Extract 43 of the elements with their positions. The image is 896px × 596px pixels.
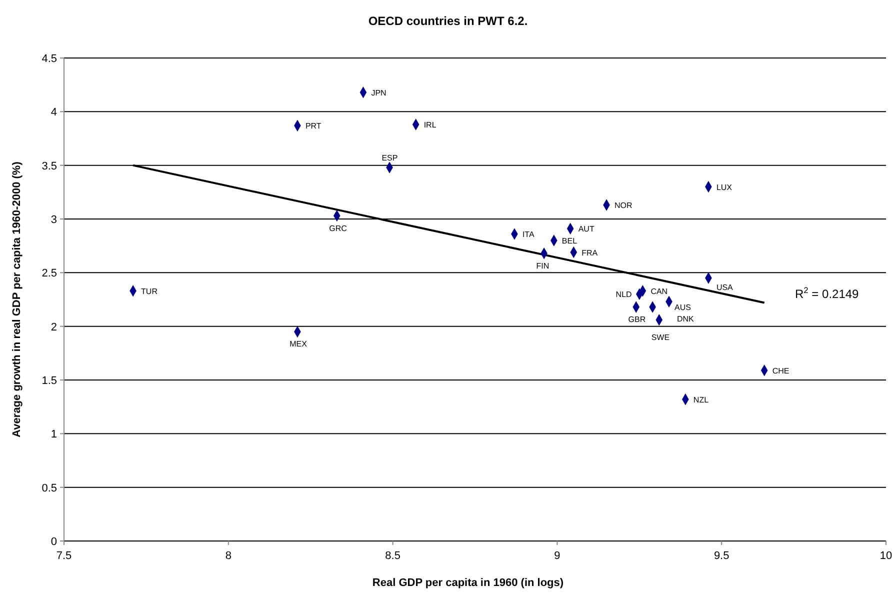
annotation: ESP xyxy=(382,153,398,162)
x-tick-label: 9 xyxy=(554,550,560,562)
annotation: ITA xyxy=(522,230,535,240)
annotation: AUT xyxy=(578,224,594,234)
annotation: FRA xyxy=(582,248,598,258)
annotation: GRC xyxy=(329,224,348,233)
y-tick-label: 2.5 xyxy=(42,268,57,280)
annotation: R$^{2}$ = 0.2149 xyxy=(795,285,860,301)
annotation: NZL xyxy=(693,395,710,404)
annotation: NOR xyxy=(614,201,633,210)
y-tick-label: 1.5 xyxy=(42,375,57,387)
x-tick-label: 9.5 xyxy=(714,550,730,562)
x-tick-label: 8 xyxy=(225,550,232,562)
annotation: LUX xyxy=(716,182,733,192)
annotation: JPN xyxy=(371,88,387,98)
y-tick-label: 4.5 xyxy=(42,53,57,65)
annotation: IRL xyxy=(424,120,437,130)
y-tick-label: 1 xyxy=(50,428,57,441)
annotation: BEL xyxy=(562,236,578,246)
annotation: AUS xyxy=(674,303,692,312)
x-tick-label: 7.5 xyxy=(56,550,72,562)
annotation: PRT xyxy=(305,122,322,131)
y-tick-label: 3 xyxy=(50,214,57,226)
annotation: NLD xyxy=(616,290,632,300)
chart-title: OECD countries in PWT 6.2. xyxy=(368,14,528,28)
annotation: MEX xyxy=(290,340,308,349)
annotation: CAN xyxy=(650,286,668,296)
y-tick-label: 3.5 xyxy=(42,160,57,172)
annotation: FIN xyxy=(536,261,550,270)
annotation: GBR xyxy=(628,315,646,324)
annotation: SWE xyxy=(651,332,670,342)
y-tick-label: 0 xyxy=(50,536,57,548)
y-tick-label: 2 xyxy=(50,321,57,334)
annotation: TUR xyxy=(141,286,158,296)
x-axis-title: Real GDP per capita in 1960 (in logs) xyxy=(372,577,564,589)
x-tick-label: 10 xyxy=(880,550,892,562)
y-tick-label: 4 xyxy=(50,106,57,119)
annotation: USA xyxy=(716,283,734,292)
y-axis-title: Average growth in real GDP per capita 1960-2000 (%) xyxy=(11,161,23,438)
annotation: DNK xyxy=(676,314,695,324)
x-tick-label: 8.5 xyxy=(385,550,400,562)
annotation: CHE xyxy=(772,366,790,376)
y-tick-label: 0.5 xyxy=(42,482,57,494)
